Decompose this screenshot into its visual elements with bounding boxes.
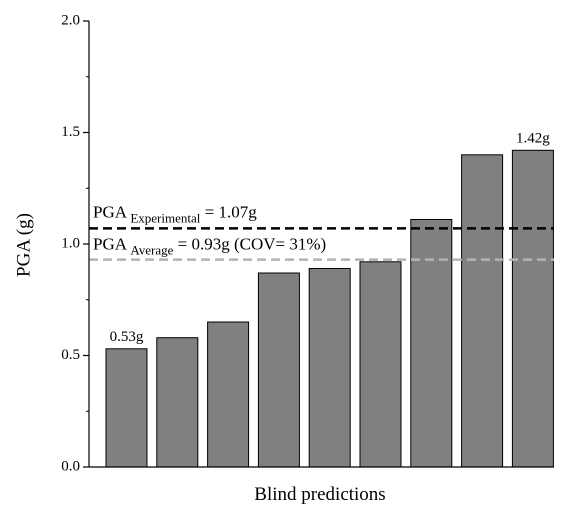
bar-7 (410, 219, 453, 468)
bar-8 (461, 154, 504, 468)
labels-group: 0.53g 1.42g PGA Experimental = 1.07g PGA Av… (93, 130, 550, 344)
bar-9 (511, 149, 554, 468)
bar-1 (105, 348, 148, 468)
y-tick-label: 1.5 (61, 124, 80, 140)
data-label-bar-1: 0.53g (110, 329, 144, 345)
bar-2 (156, 337, 199, 468)
y-tick-label: 2.0 (61, 12, 80, 28)
reference-lines-group (89, 227, 554, 261)
y-tick-label: 0.0 (61, 458, 80, 474)
data-label-bar-9: 1.42g (516, 130, 550, 146)
bar-3 (207, 321, 250, 468)
bar-5 (308, 268, 351, 468)
y-axis-title: PGA (g) (13, 213, 34, 277)
x-axis-title: Blind predictions (254, 484, 385, 505)
axes-group: 0.0 0.5 1.0 1.5 2.0 (61, 12, 554, 474)
y-tick-label: 0.5 (61, 347, 80, 363)
bar-6 (359, 261, 402, 468)
bars-group (105, 149, 554, 468)
reference-line-label-2: PGA Average = 0.93g (COV= 31%) (93, 235, 326, 258)
reference-line-label-1: PGA Experimental = 1.07g (93, 202, 257, 225)
y-tick-label: 1.0 (61, 235, 80, 251)
bar-4 (257, 272, 300, 468)
